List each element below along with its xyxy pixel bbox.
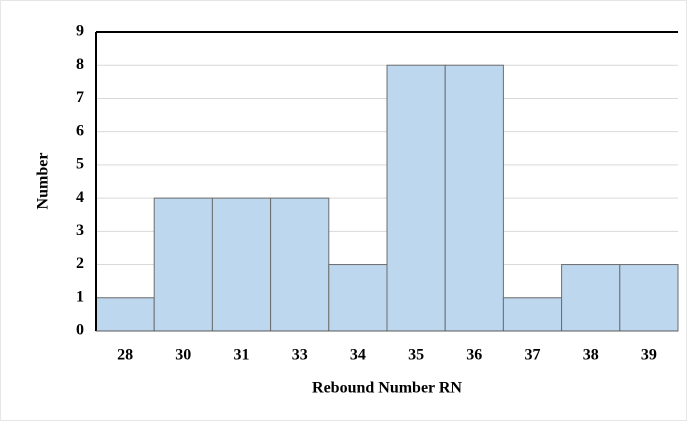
x-tick-label: 33 [292, 347, 308, 364]
bar [153, 197, 213, 332]
bar [561, 264, 621, 332]
y-tick-label: 5 [76, 156, 84, 173]
y-tick-label: 8 [76, 56, 84, 73]
x-tick-label: 38 [583, 347, 599, 364]
x-axis-label: Rebound Number RN [312, 380, 462, 397]
x-tick-label: 31 [234, 347, 250, 364]
y-tick-label: 1 [76, 288, 84, 305]
bar [386, 64, 446, 332]
x-tick-label: 28 [117, 347, 133, 364]
x-tick-label: 36 [466, 347, 482, 364]
y-tick-label: 9 [76, 23, 84, 40]
y-axis-label: Number [35, 153, 52, 210]
y-tick-label: 7 [76, 89, 84, 106]
bar [211, 197, 272, 332]
bar [619, 264, 679, 332]
bar [444, 64, 504, 332]
y-tick-label: 4 [76, 189, 84, 206]
y-tick-label: 6 [76, 122, 84, 139]
x-tick-label: 34 [350, 347, 366, 364]
bar [95, 297, 155, 332]
bar [328, 264, 388, 332]
x-tick-label: 35 [408, 347, 424, 364]
bar [270, 197, 330, 332]
y-tick-label: 2 [76, 255, 84, 272]
y-tick-label: 0 [76, 322, 84, 339]
x-tick-label: 30 [175, 347, 191, 364]
y-tick-label: 3 [76, 222, 84, 239]
x-tick-label: 37 [525, 347, 541, 364]
bar [502, 297, 563, 332]
x-tick-label: 39 [641, 347, 657, 364]
